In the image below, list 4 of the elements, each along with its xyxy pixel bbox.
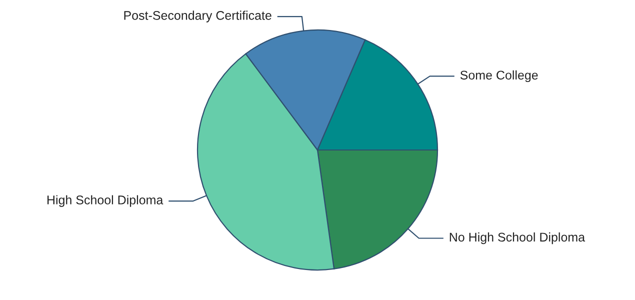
slice-label: No High School Diploma <box>450 232 586 244</box>
slice-label: High School Diploma <box>47 195 164 207</box>
slice-label: Post-Secondary Certificate <box>124 10 272 22</box>
slice-label: Some College <box>460 70 538 82</box>
